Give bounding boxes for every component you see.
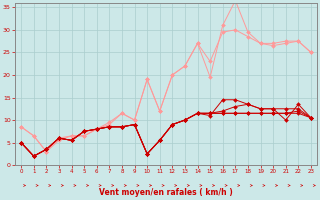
X-axis label: Vent moyen/en rafales ( km/h ): Vent moyen/en rafales ( km/h ) — [99, 188, 233, 197]
